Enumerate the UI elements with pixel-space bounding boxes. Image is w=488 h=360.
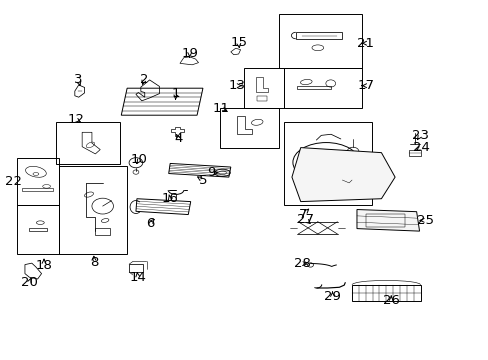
Bar — [295, 32, 342, 39]
Bar — [56, 122, 120, 164]
Bar — [283, 122, 371, 205]
Text: 26: 26 — [382, 294, 399, 307]
Text: 1: 1 — [171, 87, 180, 100]
Text: 3: 3 — [74, 73, 82, 86]
Text: 7: 7 — [298, 208, 307, 221]
Text: 27: 27 — [297, 213, 313, 226]
Bar — [278, 14, 361, 68]
Bar — [257, 96, 266, 101]
Bar — [17, 158, 59, 205]
Text: 23: 23 — [411, 129, 428, 141]
Text: 29: 29 — [324, 290, 340, 303]
Bar — [408, 150, 420, 156]
Text: 10: 10 — [131, 153, 147, 166]
Bar — [283, 68, 361, 108]
Bar — [351, 285, 420, 301]
Bar — [22, 188, 53, 192]
Text: 28: 28 — [293, 257, 310, 270]
Bar — [244, 68, 283, 108]
Bar — [220, 108, 278, 148]
Polygon shape — [291, 148, 394, 202]
Text: 18: 18 — [36, 259, 52, 272]
Text: 4: 4 — [174, 132, 183, 145]
Text: 2: 2 — [140, 73, 148, 86]
Text: 16: 16 — [162, 192, 178, 205]
Text: 5: 5 — [198, 174, 207, 186]
Text: 8: 8 — [89, 256, 98, 269]
Text: 11: 11 — [212, 102, 229, 114]
Bar — [296, 86, 330, 89]
Bar — [129, 264, 142, 272]
Text: 22: 22 — [5, 175, 22, 188]
Text: 13: 13 — [228, 79, 244, 92]
Text: 14: 14 — [129, 271, 146, 284]
Text: 24: 24 — [412, 141, 429, 154]
Polygon shape — [356, 210, 419, 231]
Text: 17: 17 — [357, 79, 373, 92]
Bar — [95, 228, 110, 235]
Text: 9: 9 — [206, 166, 215, 179]
Text: 15: 15 — [230, 36, 246, 49]
Bar — [17, 205, 59, 254]
Text: 21: 21 — [357, 37, 373, 50]
Text: 20: 20 — [21, 276, 38, 289]
Text: 6: 6 — [146, 217, 155, 230]
Bar — [365, 214, 404, 227]
Text: 12: 12 — [67, 113, 84, 126]
Text: 19: 19 — [181, 47, 198, 60]
Bar — [29, 228, 47, 231]
Bar — [59, 166, 127, 254]
Text: 25: 25 — [416, 214, 433, 227]
